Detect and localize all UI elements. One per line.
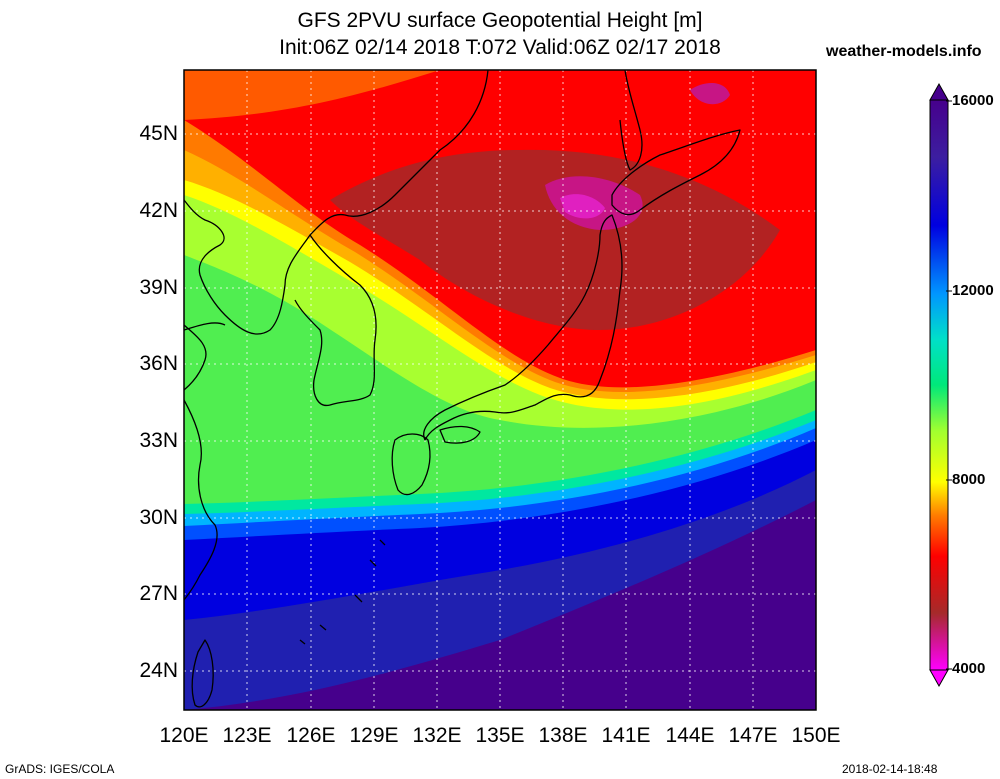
colorbar-label-12000: 12000 xyxy=(952,282,994,299)
field-orange-north xyxy=(184,70,440,120)
colorbar-bar xyxy=(929,99,949,671)
lon-label-120e: 120E xyxy=(159,724,209,747)
lat-label-33n: 33N xyxy=(139,429,178,452)
colorbar-top-arrow xyxy=(929,82,949,101)
lat-label-30n: 30N xyxy=(139,506,178,529)
lat-label-42n: 42N xyxy=(139,199,178,222)
chart-title: GFS 2PVU surface Geopotential Height [m] xyxy=(297,9,703,32)
grads-credit: GrADS: IGES/COLA xyxy=(5,762,115,776)
honshu-coast xyxy=(423,214,623,441)
china-south-coast xyxy=(184,324,218,601)
lon-label-129e: 129E xyxy=(349,724,399,747)
lon-label-141e: 141E xyxy=(601,724,651,747)
shikoku-coast xyxy=(439,425,481,444)
ryukyu-islands xyxy=(299,539,386,645)
generation-timestamp: 2018-02-14-18:48 xyxy=(842,762,938,776)
colorbar-label-16000: 16000 xyxy=(952,92,994,109)
lon-label-135e: 135E xyxy=(475,724,525,747)
colorbar xyxy=(929,82,952,688)
lon-label-138e: 138E xyxy=(538,724,588,747)
lon-label-132e: 132E xyxy=(412,724,462,747)
lat-label-24n: 24N xyxy=(139,659,178,682)
lon-label-144e: 144E xyxy=(665,724,715,747)
field-magenta-core xyxy=(560,194,605,219)
asia-mainland-coast xyxy=(184,70,489,335)
lon-label-147e: 147E xyxy=(728,724,778,747)
lon-label-150e: 150E xyxy=(791,724,841,747)
lat-label-36n: 36N xyxy=(139,352,178,375)
lat-label-39n: 39N xyxy=(139,276,178,299)
grid-lines xyxy=(184,70,816,710)
chart-subtitle: Init:06Z 02/14 2018 T:072 Valid:06Z 02/1… xyxy=(279,36,721,59)
hokkaido-coast xyxy=(611,129,741,216)
field-layers xyxy=(184,70,816,710)
taiwan-coast xyxy=(191,639,214,708)
sakhalin-coast xyxy=(619,70,643,171)
field-dark-red xyxy=(330,149,780,330)
shandong-coast xyxy=(184,322,226,331)
lat-label-45n: 45N xyxy=(139,122,178,145)
coastlines xyxy=(184,70,741,708)
field-magenta-north xyxy=(690,83,730,105)
colorbar-bottom-arrow xyxy=(929,669,949,688)
lon-label-123e: 123E xyxy=(222,724,272,747)
map-frame xyxy=(183,69,817,711)
lon-label-126e: 126E xyxy=(286,724,336,747)
korea-peninsula xyxy=(294,234,377,407)
kyushu-coast xyxy=(391,433,431,496)
colorbar-label-8000: 8000 xyxy=(952,471,986,488)
site-watermark: weather-models.info xyxy=(826,43,982,60)
colorbar-label-4000: 4000 xyxy=(952,660,986,677)
lat-label-27n: 27N xyxy=(139,582,178,605)
